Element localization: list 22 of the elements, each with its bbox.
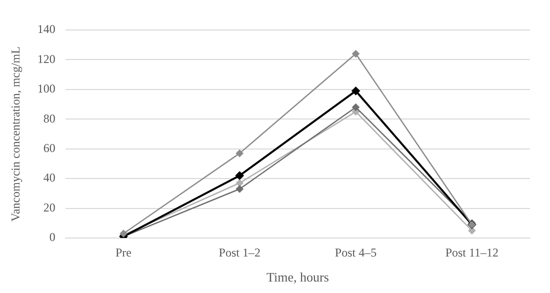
y-tick-label: 120 (37, 52, 56, 66)
x-tick-label: Pre (115, 245, 132, 260)
y-tick-label: 40 (43, 170, 56, 185)
y-tick-label: 80 (43, 111, 56, 126)
y-tick-label: 0 (49, 230, 56, 244)
point (352, 104, 360, 111)
point (236, 185, 244, 193)
point (236, 179, 244, 187)
point (236, 150, 244, 157)
point (468, 226, 476, 234)
point (352, 50, 360, 58)
point (236, 172, 244, 180)
y-axis-title: Vancomycin concentration, mcg/mL (8, 46, 22, 222)
x-tick-label: Post 1–2 (218, 245, 260, 260)
y-tick-label: 60 (43, 141, 56, 156)
x-axis-title: Time, hours (266, 270, 329, 285)
y-tick-label: 140 (37, 22, 56, 36)
y-tick-label: 100 (37, 82, 56, 96)
point (352, 86, 360, 95)
y-tick-label: 20 (43, 200, 56, 214)
x-tick-label: Post 4–5 (334, 245, 377, 260)
x-tick-label: Post 11–12 (445, 245, 499, 260)
